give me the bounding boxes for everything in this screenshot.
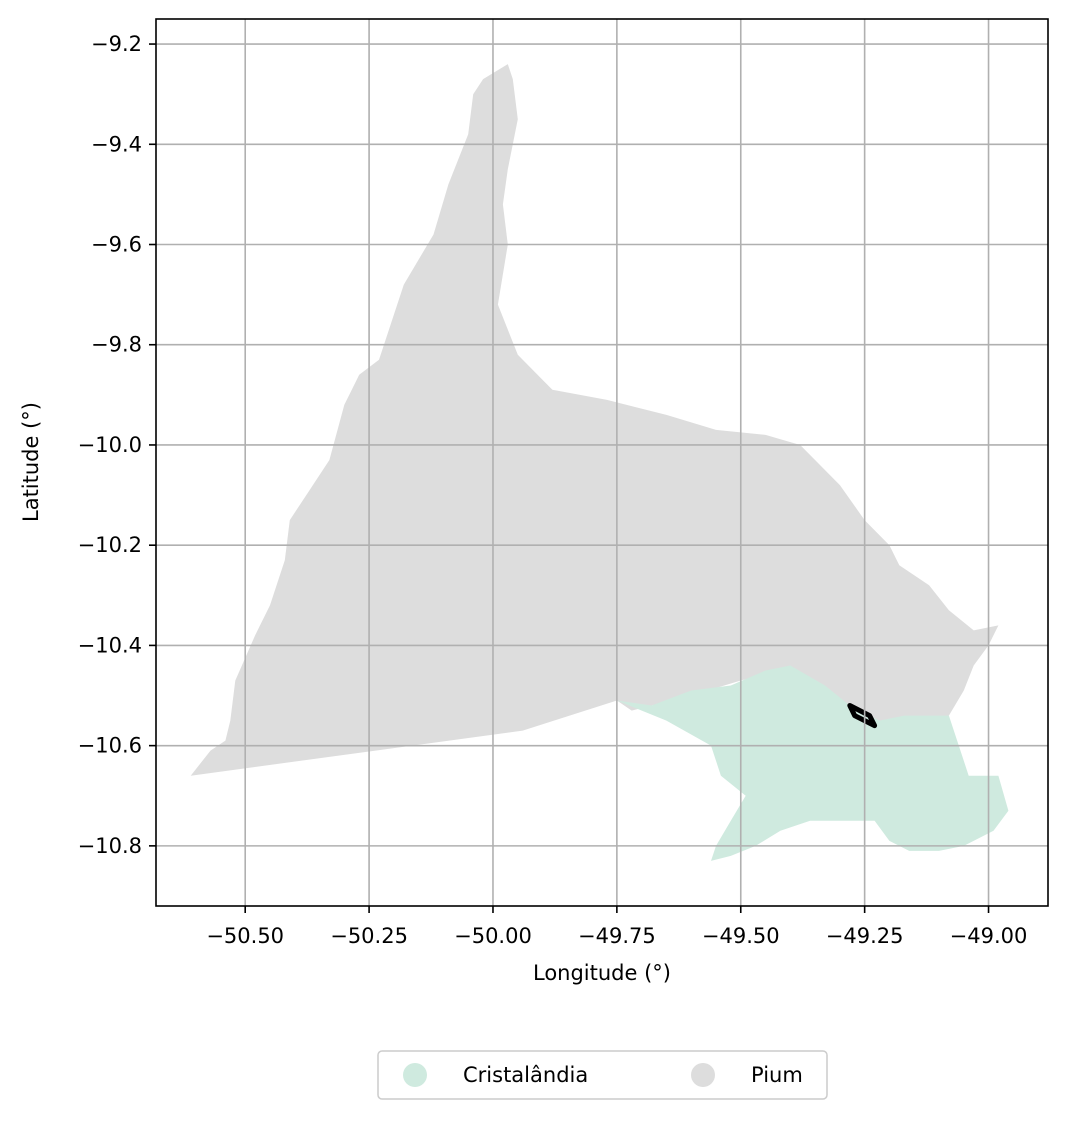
plot-frame [155,18,1049,907]
x-tick-label: −50.25 [330,924,408,948]
legend-swatch-cristalandia [403,1063,427,1087]
legend-box [377,1050,828,1100]
y-tick-label: −10.8 [78,834,142,858]
x-tick-label: −50.50 [206,924,284,948]
y-tick-label: −9.8 [91,333,142,357]
y-tick-label: −10.2 [78,533,142,557]
y-axis-ticks: −9.2 −9.4 −9.6 −9.8 −10.0 −10.2 −10.4 −10.6 −10.… [78,32,156,858]
y-tick-label: −10.0 [78,433,142,457]
y-axis-label: Latitude (°) [19,402,43,522]
x-tick-label: −49.00 [950,924,1028,948]
x-axis-ticks: −50.50 −50.25 −50.00 −49.75 −49.50 −49.25 −49.… [206,906,1027,948]
x-tick-label: −50.00 [454,924,532,948]
y-tick-label: −9.2 [91,32,142,56]
x-tick-label: −49.50 [702,924,780,948]
x-tick-label: −49.75 [578,924,656,948]
x-tick-label: −49.25 [826,924,904,948]
grid-layer [156,19,1048,906]
y-tick-label: −9.6 [91,233,142,257]
legend-swatch-pium [691,1063,715,1087]
regions-layer [190,64,1009,861]
x-axis-label: Longitude (°) [533,961,671,985]
marker-layer [847,703,878,729]
y-tick-label: −9.4 [91,132,142,156]
y-tick-label: −10.6 [78,734,142,758]
y-tick-label: −10.4 [78,633,142,657]
region-pium [190,64,999,776]
legend-label-cristalandia: Cristalândia [463,1063,588,1087]
legend: Cristalândia Pium [377,1050,828,1100]
highlight-outline [847,703,878,729]
region-cristalandia [616,665,1009,861]
legend-label-pium: Pium [751,1063,803,1087]
